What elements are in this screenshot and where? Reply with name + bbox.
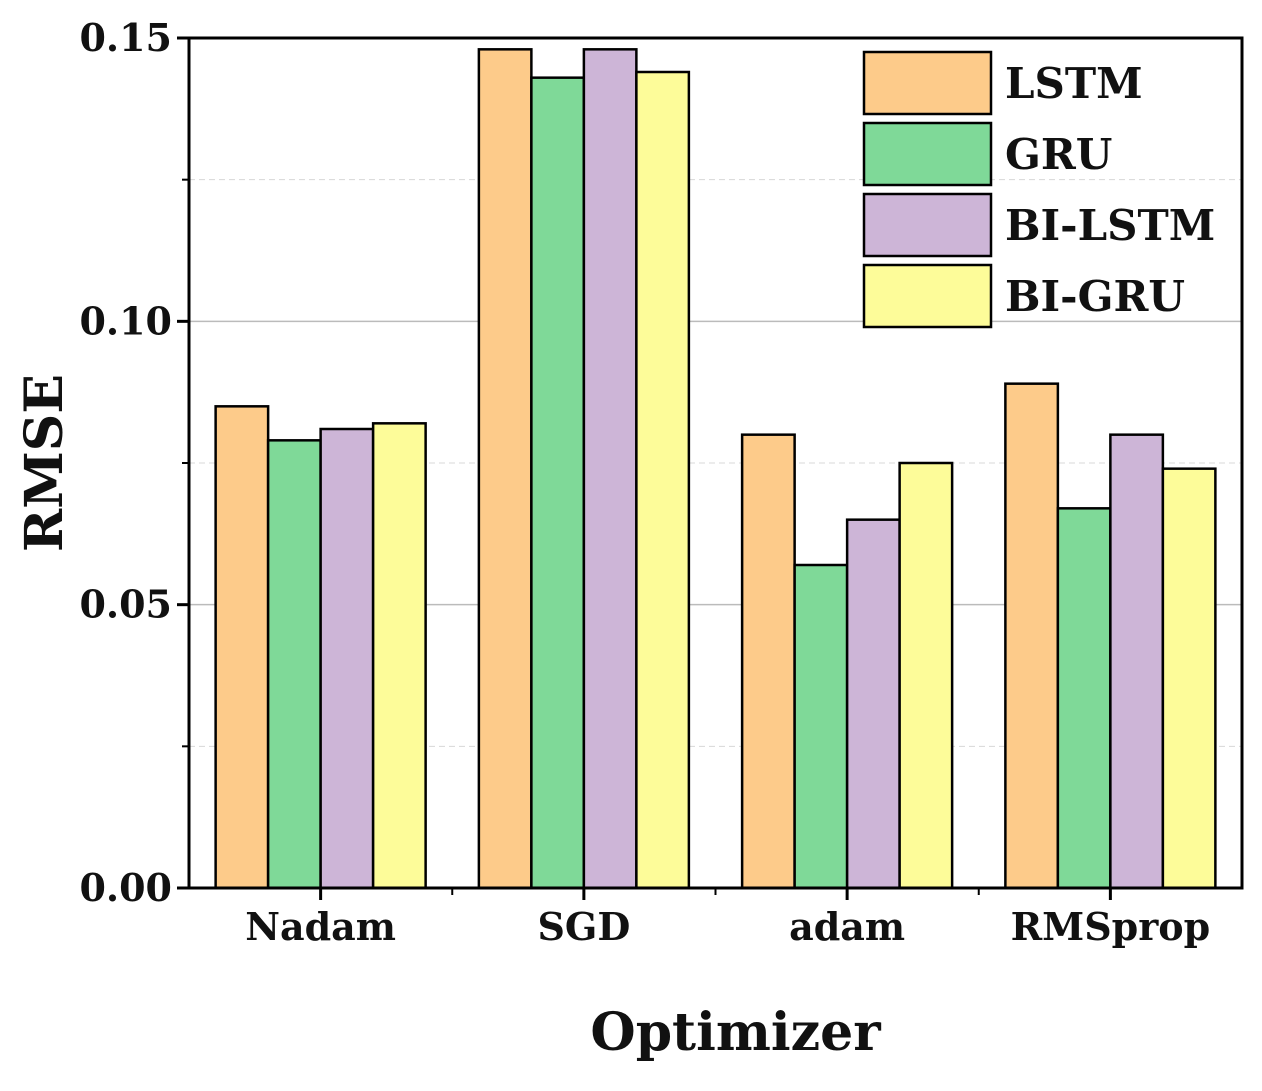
legend-swatch-lstm bbox=[862, 50, 993, 116]
bar-bi-gru-sgd bbox=[635, 70, 691, 890]
axis-ticks bbox=[177, 36, 1112, 900]
y-tick-label: 0.15 bbox=[79, 15, 172, 60]
legend-label-bi-lstm: BI-LSTM bbox=[1005, 201, 1215, 250]
bar-gru-adam bbox=[793, 563, 849, 890]
legend-swatch-gru bbox=[862, 121, 993, 187]
x-tick-label: Nadam bbox=[245, 904, 396, 949]
legend-label-lstm: LSTM bbox=[1005, 59, 1143, 108]
y-tick-label: 0.10 bbox=[79, 298, 172, 343]
bar-gru-nadam bbox=[266, 439, 322, 890]
legend-swatch-bi-lstm bbox=[862, 192, 993, 258]
legend-label-bi-gru: BI-GRU bbox=[1005, 272, 1185, 321]
bar-bi-lstm-adam bbox=[845, 518, 901, 890]
y-axis-title: RMSE bbox=[14, 374, 75, 552]
bar-gru-rmsprop bbox=[1056, 507, 1112, 890]
bar-bi-gru-nadam bbox=[371, 422, 427, 890]
bar-bi-gru-rmsprop bbox=[1161, 467, 1217, 890]
bar-lstm-nadam bbox=[214, 405, 270, 890]
y-tick-label: 0.00 bbox=[79, 865, 172, 910]
x-tick-label: RMSprop bbox=[1011, 904, 1211, 949]
bar-lstm-sgd bbox=[477, 48, 533, 890]
bar-bi-lstm-rmsprop bbox=[1109, 433, 1165, 890]
bar-lstm-rmsprop bbox=[1004, 382, 1060, 890]
bar-gru-sgd bbox=[530, 76, 586, 890]
legend: LSTM GRU BI-LSTM BI-GRU bbox=[862, 50, 1215, 329]
x-tick-label: SGD bbox=[537, 904, 630, 949]
bar-bi-lstm-sgd bbox=[582, 48, 638, 890]
x-tick-labels: Nadam SGD adam RMSprop bbox=[245, 904, 1210, 949]
bars bbox=[214, 48, 1217, 890]
x-axis-title: Optimizer bbox=[590, 1002, 881, 1063]
bar-bi-lstm-nadam bbox=[319, 427, 375, 890]
bar-bi-gru-adam bbox=[898, 461, 954, 890]
legend-swatch-bi-gru bbox=[862, 263, 993, 329]
x-tick-label: adam bbox=[789, 904, 905, 949]
y-tick-label: 0.05 bbox=[79, 582, 172, 627]
y-tick-labels: 0.00 0.05 0.10 0.15 bbox=[79, 15, 172, 910]
bar-lstm-adam bbox=[740, 433, 796, 890]
legend-label-gru: GRU bbox=[1005, 130, 1112, 179]
